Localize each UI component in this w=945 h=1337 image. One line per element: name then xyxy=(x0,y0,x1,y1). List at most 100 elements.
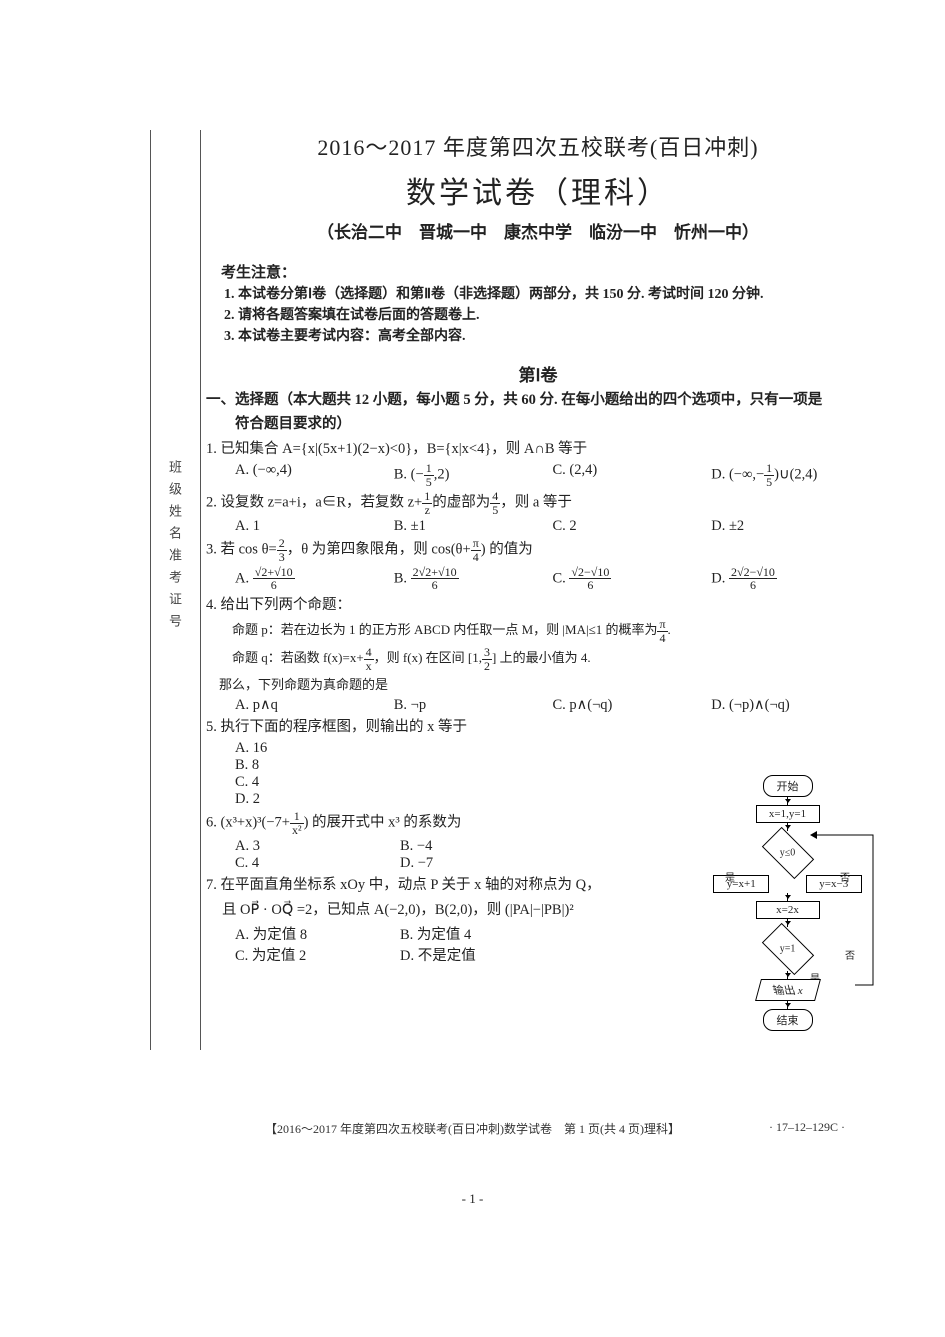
q3-options: A. √2+√106 B. 2√2+√106 C. √2−√106 D. 2√2… xyxy=(235,566,870,592)
q2-stem: 2. 设复数 z=a+i，a∈R，若复数 z+1z的虚部为45，则 a 等于 xyxy=(206,490,870,516)
q4-then: 那么，下列命题为真命题的是 xyxy=(206,675,870,695)
q2-pre: 2. 设复数 z=a+i，a∈R，若复数 z+ xyxy=(206,495,422,511)
fc-arrow xyxy=(787,919,788,927)
q2-frac2: 45 xyxy=(490,490,500,516)
fc-end: 结束 xyxy=(763,1009,813,1031)
fc-arrow xyxy=(787,823,788,831)
q1-opt-d: D. (−∞,−15)∪(2,4) xyxy=(711,462,870,488)
fc-cond1: y≤0 xyxy=(761,827,813,879)
section-1-title: 第Ⅰ卷 xyxy=(206,361,870,386)
q1-b-post: ,2) xyxy=(434,466,450,482)
fc-arrow xyxy=(787,893,788,901)
q4-p-frac: π4 xyxy=(657,618,667,644)
q3-mid: ，θ 为第四象限角，则 cos(θ+ xyxy=(287,542,471,558)
q5-opt-a: A. 16 xyxy=(235,740,870,757)
q5-stem: 5. 执行下面的程序框图，则输出的 x 等于 xyxy=(206,716,870,738)
title-line-1: 2016～2017 年度第四次五校联考(百日冲刺) xyxy=(206,130,870,162)
notice-2: 2. 请将各题答案填在试卷后面的答题卷上. xyxy=(210,305,870,326)
q2-post: ，则 a 等于 xyxy=(500,495,572,511)
q4-p-pre: 命题 p：若在边长为 1 的正方形 ABCD 内任取一点 M，则 |MA|≤1 … xyxy=(232,622,657,637)
fc-branch-row: y=x+1 y=x−3 xyxy=(695,875,880,893)
q4-prop-p: 命题 p：若在边长为 1 的正方形 ABCD 内任取一点 M，则 |MA|≤1 … xyxy=(206,618,870,644)
fc-output: 输出 x xyxy=(755,979,821,1001)
fc-init: x=1,y=1 xyxy=(756,805,820,823)
q3-frac1: 23 xyxy=(277,537,287,563)
q4-q-pre: 命题 q：若函数 f(x)=x+ xyxy=(232,650,364,665)
q3-pre: 3. 若 cos θ= xyxy=(206,542,277,558)
q6-options: A. 3 B. −4 C. 4 D. −7 xyxy=(235,838,565,872)
q2-mid: 的虚部为 xyxy=(432,495,490,511)
q4-opt-d: D. (¬p)∧(¬q) xyxy=(711,697,870,714)
footer-code: · 17–12–129C · xyxy=(769,1120,845,1135)
notice-3: 3. 本试卷主要考试内容：高考全部内容. xyxy=(210,326,870,347)
q1-options: A. (−∞,4) B. (−15,2) C. (2,4) D. (−∞,−15… xyxy=(235,462,870,488)
q2-opt-a: A. 1 xyxy=(235,518,394,535)
fc-arrow xyxy=(787,971,788,979)
q3-opt-a: A. √2+√106 xyxy=(235,566,394,592)
q3-opt-c: C. √2−√106 xyxy=(553,566,712,592)
q2-opt-c: C. 2 xyxy=(553,518,712,535)
footer-main: 【2016～2017 年度第四次五校联考(百日冲刺)数学试卷 第 1 页(共 4… xyxy=(265,1122,680,1136)
q3-opt-d: D. 2√2−√106 xyxy=(711,566,870,592)
exam-page: 2016～2017 年度第四次五校联考(百日冲刺) 数学试卷（理科） （长治二中… xyxy=(150,130,870,1050)
q2-opt-d: D. ±2 xyxy=(711,518,870,535)
q4-opt-c: C. p∧(¬q) xyxy=(553,697,712,714)
q6-opt-c: C. 4 xyxy=(235,855,400,872)
q7-options: A. 为定值 8 B. 为定值 4 C. 为定值 2 D. 不是定值 xyxy=(235,923,565,965)
q4-q-mid: ，则 f(x) 在区间 [1, xyxy=(374,650,482,665)
q6-post: ) 的展开式中 x³ 的系数为 xyxy=(304,815,462,831)
q6-pre: 6. (x³+x)³(−7+ xyxy=(206,815,290,831)
fc-yes-1: 是 xyxy=(725,869,735,884)
fc-right: y=x−3 xyxy=(806,875,862,893)
page-number: - 1 - xyxy=(0,1191,945,1207)
q6-frac: 1x² xyxy=(290,810,304,836)
notice-heading: 考生注意： xyxy=(206,261,870,282)
q3-frac2: π4 xyxy=(471,537,481,563)
fc-arrow xyxy=(787,797,788,805)
q6-opt-d: D. −7 xyxy=(400,855,565,872)
fc-no-1: 否 xyxy=(840,869,850,884)
fc-assign: x=2x xyxy=(756,901,820,919)
q3-stem: 3. 若 cos θ=23，θ 为第四象限角，则 cos(θ+π4) 的值为 xyxy=(206,537,870,563)
q1-d-post: )∪(2,4) xyxy=(774,466,817,482)
q7-opt-c: C. 为定值 2 xyxy=(235,944,400,965)
q7-opt-a: A. 为定值 8 xyxy=(235,923,400,944)
section-instruction-l1: 一、选择题（本大题共 12 小题，每小题 5 分，共 60 分. 在每小题给出的… xyxy=(206,390,870,412)
q4-q-frac1: 4x xyxy=(364,646,374,672)
q4-stem: 4. 给出下列两个命题： xyxy=(206,594,870,616)
fc-cond2: y=1 xyxy=(761,923,813,975)
fc-no-2: 否 xyxy=(845,947,855,962)
q1-b-frac: 15 xyxy=(424,462,434,488)
q3-post: ) 的值为 xyxy=(481,542,533,558)
q1-d-frac: 15 xyxy=(764,462,774,488)
q4-opt-a: A. p∧q xyxy=(235,697,394,714)
q4-options: A. p∧q B. ¬p C. p∧(¬q) D. (¬p)∧(¬q) xyxy=(235,697,870,714)
q4-q-frac2: 32 xyxy=(482,646,492,672)
q6-opt-b: B. −4 xyxy=(400,838,565,855)
q1-d-pre: D. (−∞,− xyxy=(711,466,764,482)
footer: 【2016～2017 年度第四次五校联考(百日冲刺)数学试卷 第 1 页(共 4… xyxy=(0,1120,945,1137)
q4-prop-q: 命题 q：若函数 f(x)=x+4x，则 f(x) 在区间 [1,32] 上的最… xyxy=(206,646,870,672)
q1-b-pre: B. (− xyxy=(394,466,424,482)
fc-arrow xyxy=(787,1001,788,1009)
q1-opt-b: B. (−15,2) xyxy=(394,462,553,488)
section-instruction-l2: 符合题目要求的） xyxy=(206,414,870,436)
q2-opt-b: B. ±1 xyxy=(394,518,553,535)
notice-1: 1. 本试卷分第Ⅰ卷（选择题）和第Ⅱ卷（非选择题）两部分，共 150 分. 考试… xyxy=(210,284,870,305)
fc-left: y=x+1 xyxy=(713,875,769,893)
flowchart: 开始 x=1,y=1 y≤0 是 否 y=x+1 y=x−3 x=2x y=1 … xyxy=(695,775,880,1031)
q3-opt-b: B. 2√2+√106 xyxy=(394,566,553,592)
q4-q-post: ] 上的最小值为 4. xyxy=(492,650,591,665)
q2-frac1: 1z xyxy=(422,490,432,516)
q5-opt-b: B. 8 xyxy=(235,757,870,774)
title-line-2: 数学试卷（理科） xyxy=(206,168,870,212)
q1-stem: 1. 已知集合 A={x|(5x+1)(2−x)<0}，B={x|x<4}，则 … xyxy=(206,438,870,460)
q7-opt-b: B. 为定值 4 xyxy=(400,923,565,944)
q7-opt-d: D. 不是定值 xyxy=(400,944,565,965)
q1-opt-a: A. (−∞,4) xyxy=(235,462,394,488)
fc-start: 开始 xyxy=(763,775,813,797)
q2-options: A. 1 B. ±1 C. 2 D. ±2 xyxy=(235,518,870,535)
q1-opt-c: C. (2,4) xyxy=(553,462,712,488)
q4-p-post: . xyxy=(668,622,671,637)
title-line-3: （长治二中 晋城一中 康杰中学 临汾一中 忻州一中） xyxy=(206,218,870,243)
